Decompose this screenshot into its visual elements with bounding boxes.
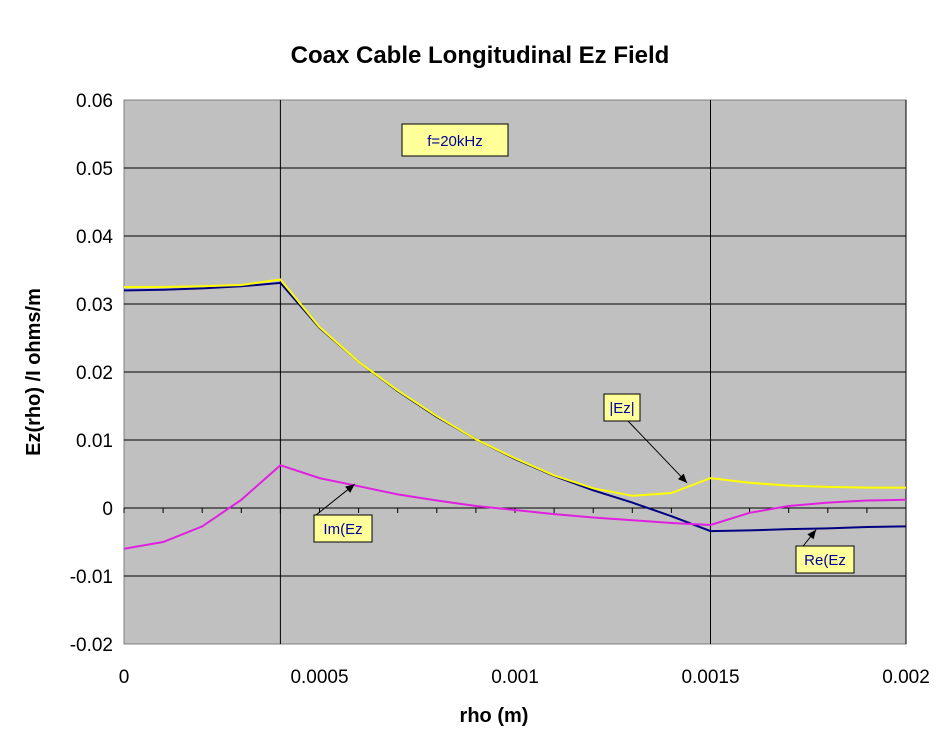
label-im-ez-text: Im(Ez xyxy=(323,521,362,538)
x-tick-label: 0.002 xyxy=(882,667,930,688)
x-tick-label: 0.0015 xyxy=(681,667,739,688)
y-tick-label: 0.05 xyxy=(76,159,113,180)
label-im-ez: Im(Ez xyxy=(313,514,373,543)
annotation-box: f=20kHz xyxy=(401,123,509,157)
y-tick-label: 0.01 xyxy=(76,431,113,452)
y-tick-label: 0.06 xyxy=(76,91,113,112)
y-tick-label: 0 xyxy=(102,499,113,520)
series-line-abs-ez xyxy=(124,278,906,497)
chart-title: Coax Cable Longitudinal Ez Field xyxy=(291,42,670,69)
x-tick-label: 0.0005 xyxy=(290,667,348,688)
label-leaders xyxy=(315,420,817,556)
y-axis-title: Ez(rho) /I ohms/m xyxy=(23,288,45,456)
label-abs-ez-text: |Ez| xyxy=(609,400,634,417)
series-group xyxy=(123,278,907,550)
y-tick-label: -0.01 xyxy=(70,567,113,588)
leader-arrowhead xyxy=(807,529,817,540)
leader-arrowhead xyxy=(345,484,355,493)
label-abs-ez: |Ez| xyxy=(603,393,641,422)
x-tick-label: 0.001 xyxy=(491,667,539,688)
annotation-frequency: f=20kHz xyxy=(427,133,482,150)
x-tick-labels: 0 0.0005 0.001 0.0015 0.002 xyxy=(119,667,930,688)
y-tick-label: 0.04 xyxy=(76,227,113,248)
x-tick-label: 0 xyxy=(119,667,130,688)
series-line-im-ez xyxy=(123,464,907,550)
label-re-ez-text: Re(Ez xyxy=(804,552,846,569)
leader-line xyxy=(627,420,688,484)
y-tick-label: 0.02 xyxy=(76,363,113,384)
vertical-markers xyxy=(279,100,907,644)
y-tick-label: 0.03 xyxy=(76,295,113,316)
y-tick-label: -0.02 xyxy=(70,635,113,656)
x-axis-title: rho (m) xyxy=(460,705,529,727)
label-re-ez: Re(Ez xyxy=(795,545,855,574)
y-tick-labels: 0.06 0.05 0.04 0.03 0.02 0.01 0 -0.01 -0.02 xyxy=(70,91,114,656)
leader-arrowhead xyxy=(677,473,688,483)
